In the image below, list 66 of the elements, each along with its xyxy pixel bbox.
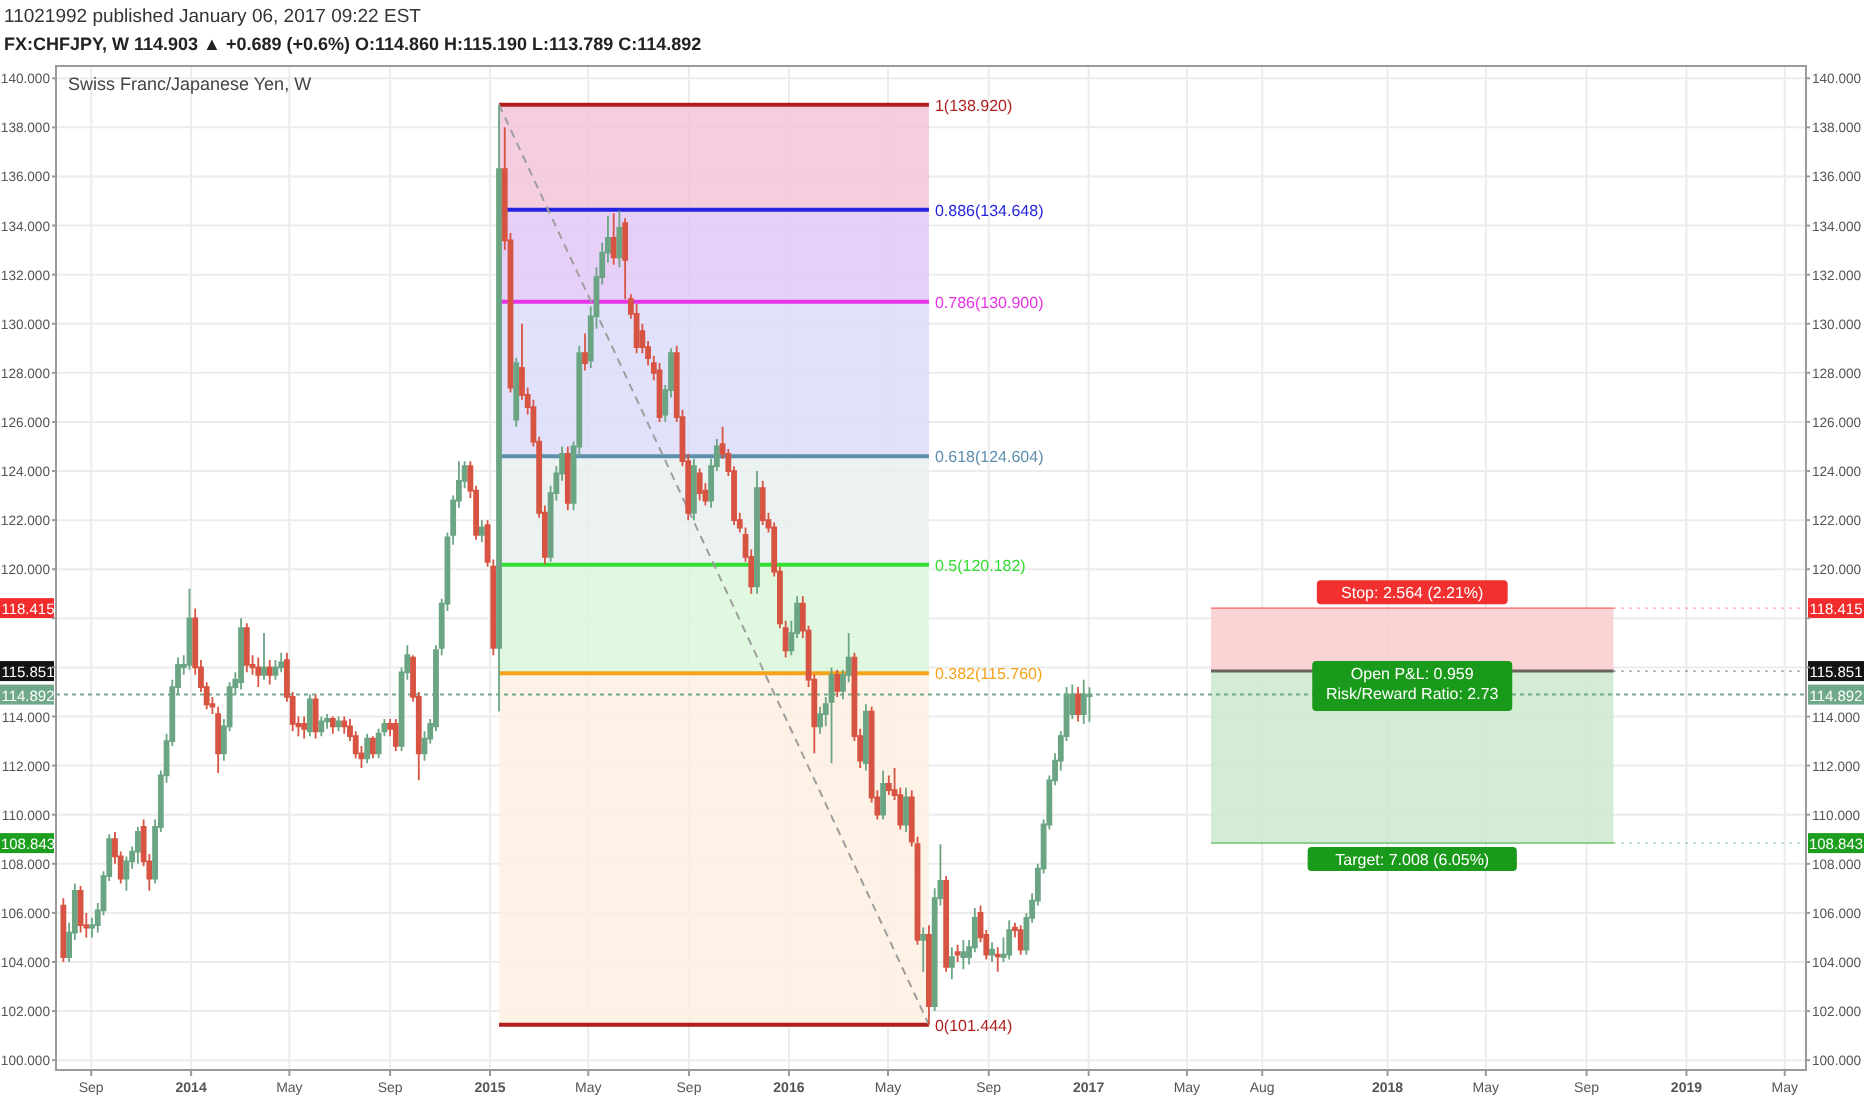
- text: FX:CHFJPY, W 114.903 ▲ +0.689 (+0.6%) O:114.860 H:115.190 L:113.789 C:114.892: [4, 34, 702, 54]
- candlestick: [255, 656, 262, 688]
- candlestick: [186, 587, 193, 671]
- candlestick: [392, 718, 399, 752]
- annotation: Open P&L: 0.959: [1350, 665, 1475, 684]
- text: 11021992 published January 06, 2017 09:22 EST: [4, 6, 422, 28]
- candlestick: [989, 941, 995, 963]
- candlestick: [278, 651, 285, 674]
- candlestick: [817, 705, 823, 735]
- price-label-box: Open P&L: 0.959 Risk/Reward Ratio: 2.73: [1312, 661, 1513, 712]
- candlestick: [960, 939, 967, 971]
- candlestick: [954, 943, 961, 963]
- candlestick: [261, 632, 267, 681]
- ref-line-label: 0.382(115.760): [934, 665, 1043, 684]
- candlestick: [696, 467, 703, 502]
- ref-line-label: 1(138.920): [934, 96, 1014, 115]
- annotation: Risk/Reward Ratio: 2.73: [1325, 685, 1500, 704]
- price-label-box: Stop: 2.564 (2.21%): [1316, 580, 1508, 605]
- candlestick: [1017, 924, 1024, 956]
- candlestick: [364, 732, 371, 765]
- candlestick: [754, 470, 760, 595]
- ref-line-label: 0.5(120.182): [934, 556, 1027, 575]
- candlestick: [341, 715, 348, 735]
- candlestick: [318, 715, 325, 738]
- candlestick: [880, 769, 886, 821]
- candlestick: [920, 926, 927, 973]
- candlestick: [370, 735, 376, 760]
- ref-line-label: 0(101.444): [934, 1016, 1014, 1035]
- candlestick: [301, 715, 308, 740]
- candlestick: [759, 479, 766, 526]
- candlestick: [123, 855, 130, 892]
- candlestick: [943, 875, 950, 973]
- band-label: Stop: 2.564 (2.21%): [1341, 584, 1485, 603]
- candlestick: [564, 445, 571, 512]
- candlestick: [1075, 686, 1081, 723]
- text: Swiss Franc/Japanese Yen, W: [68, 74, 313, 94]
- candlestick: [1086, 686, 1093, 723]
- candlestick: [243, 622, 250, 674]
- candlestick: [1080, 678, 1087, 725]
- candlestick: [272, 659, 279, 681]
- candlestick: [238, 617, 244, 691]
- candlestick: [610, 212, 617, 266]
- candlestick: [926, 924, 932, 1026]
- candlestick: [691, 457, 697, 522]
- candlestick: [863, 703, 869, 772]
- candlestick: [324, 713, 330, 730]
- candlestick: [903, 786, 909, 833]
- candlestick: [834, 668, 841, 698]
- band-label: Target: 7.008 (6.05%): [1335, 851, 1490, 870]
- candlestick: [60, 897, 67, 963]
- candlestick: [948, 946, 955, 981]
- ref-line-label: 0.618(124.604): [934, 448, 1045, 467]
- price-label-box: Target: 7.008 (6.05%): [1307, 847, 1517, 872]
- ref-line-label: 0.886(134.648): [934, 201, 1045, 220]
- candlestick: [582, 332, 588, 372]
- candlestick: [215, 705, 222, 774]
- ref-line-label: 0.786(130.900): [934, 293, 1045, 312]
- candlestick: [266, 659, 273, 686]
- candlestick: [1006, 919, 1013, 961]
- candlestick: [329, 715, 336, 735]
- candlestick: [478, 519, 485, 544]
- candlestick: [375, 727, 382, 760]
- candlestick: [885, 774, 892, 796]
- candlestick: [994, 946, 1001, 973]
- candlestick: [134, 826, 141, 865]
- candlestick: [513, 357, 520, 428]
